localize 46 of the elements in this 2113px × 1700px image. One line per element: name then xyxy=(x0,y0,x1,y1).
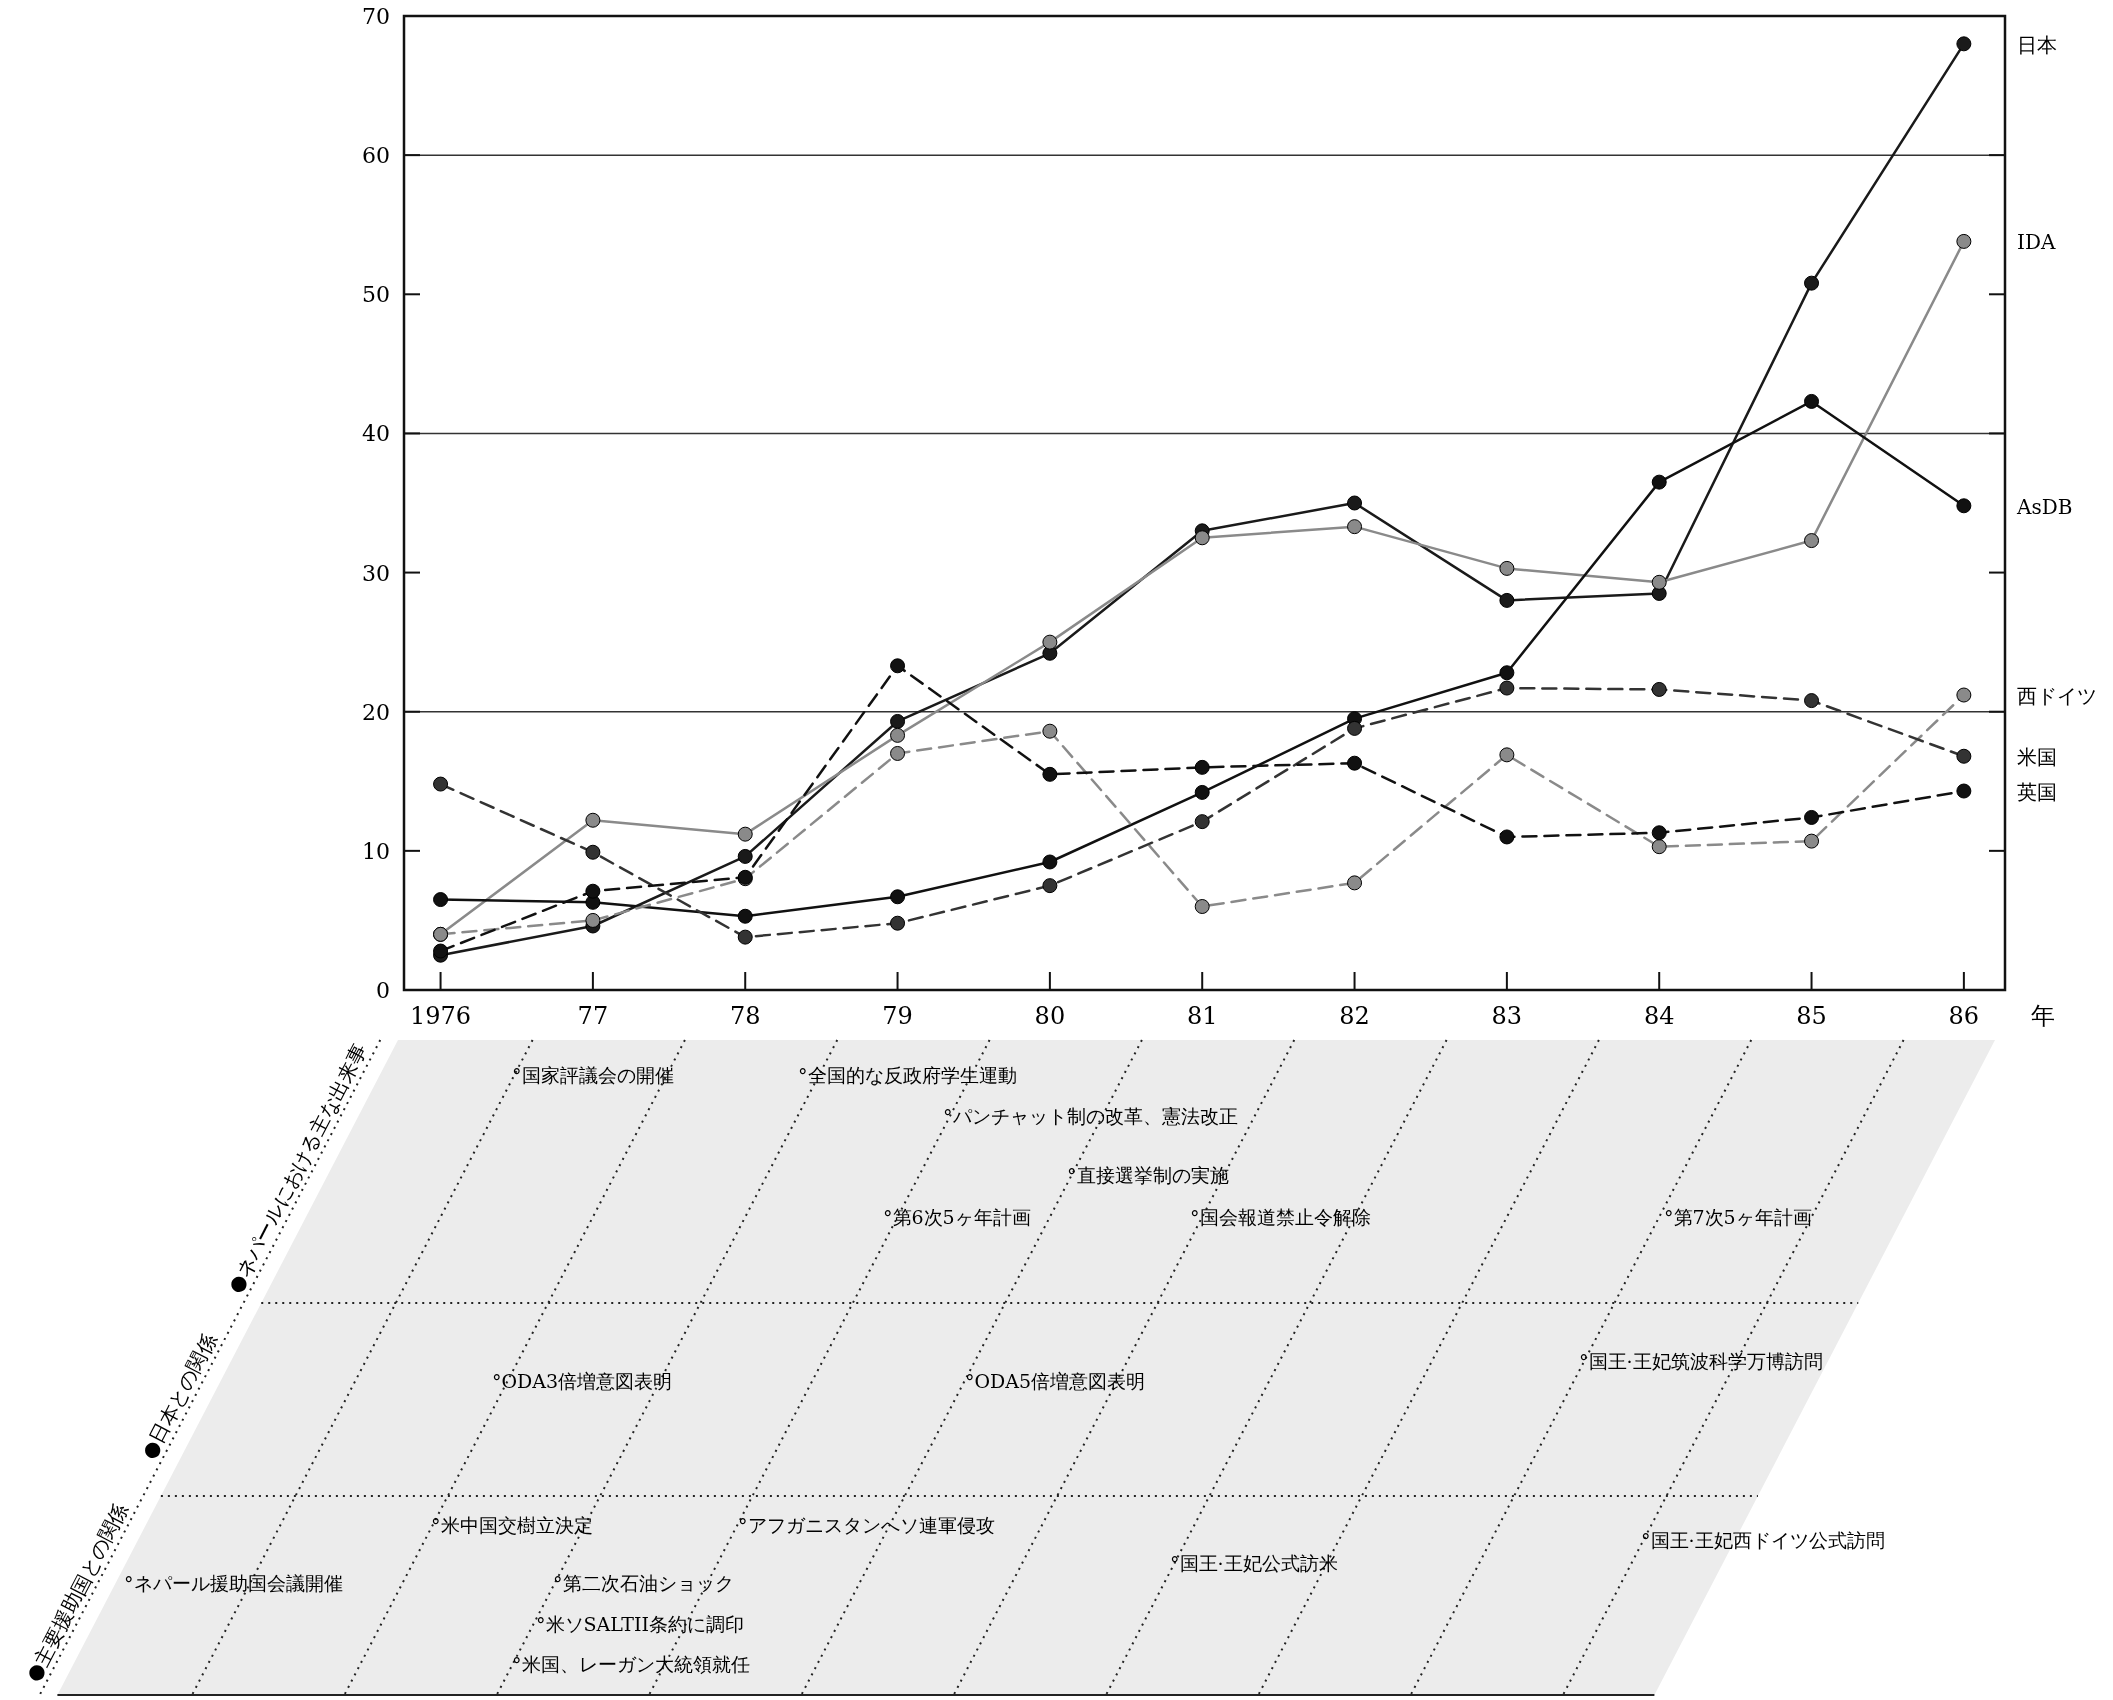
y-tick-label: 70 xyxy=(362,4,390,29)
x-tick-label: 84 xyxy=(1643,1002,1675,1030)
x-tick-label: 82 xyxy=(1339,1002,1370,1030)
text: °国家評議会の開催 xyxy=(512,1064,674,1086)
x-axis-title: 年 xyxy=(2031,1002,2055,1030)
x-tick-label: 77 xyxy=(577,1002,609,1030)
text: °パンチャット制の改革、憲法改正 xyxy=(943,1105,1238,1127)
x-tick-label: 80 xyxy=(1034,1002,1066,1030)
y-tick-label: 10 xyxy=(362,838,390,864)
text: °ODA3倍増意図表明 xyxy=(492,1370,673,1392)
text: °全国的な反政府学生運動 xyxy=(798,1064,1017,1086)
text: °第6次5ヶ年計画 xyxy=(883,1206,1031,1228)
text: 日本 xyxy=(2017,32,2057,57)
x-tick-label: 79 xyxy=(882,1002,913,1030)
text: °アフガニスタンへソ連軍侵攻 xyxy=(738,1514,995,1536)
y-tick-label: 30 xyxy=(362,560,390,586)
y-tick-label: 20 xyxy=(362,699,390,725)
category-label: ●ネパールにおける主な出来事 xyxy=(222,1039,373,1297)
text: °第7次5ヶ年計画 xyxy=(1664,1206,1812,1228)
text: °米ソSALTII条約に調印 xyxy=(536,1613,744,1635)
text: °国王·王妃筑波科学万博訪問 xyxy=(1579,1350,1823,1372)
text: °国王·王妃公式訪米 xyxy=(1170,1552,1338,1574)
text: °ネパール援助国会議開催 xyxy=(124,1572,343,1594)
text: 英国 xyxy=(2017,780,2057,805)
x-tick-label: 86 xyxy=(1948,1002,1980,1030)
text: °国王·王妃西ドイツ公式訪問 xyxy=(1641,1529,1885,1551)
text: °直接選挙制の実施 xyxy=(1067,1164,1229,1186)
text: AsDB xyxy=(2016,494,2073,519)
x-tick-label: 1976 xyxy=(410,1002,472,1030)
text: 西ドイツ xyxy=(2017,684,2097,709)
text: °第二次石油ショック xyxy=(553,1572,734,1594)
x-tick-label: 85 xyxy=(1796,1002,1827,1030)
category-label: ●日本との関係 xyxy=(136,1329,222,1463)
text: °米国、レーガン大統領就任 xyxy=(512,1653,750,1675)
text: 米国 xyxy=(2017,745,2057,770)
y-tick-label: 40 xyxy=(362,421,390,447)
y-tick-label: 60 xyxy=(362,143,390,169)
text: °米中国交樹立決定 xyxy=(431,1514,593,1536)
text: IDA xyxy=(2017,230,2056,255)
x-tick-label: 78 xyxy=(729,1002,761,1030)
y-tick-label: 50 xyxy=(362,282,390,308)
x-tick-label: 81 xyxy=(1186,1002,1218,1030)
text: °国会報道禁止令解除 xyxy=(1190,1206,1371,1228)
y-tick-label: 0 xyxy=(376,978,390,1003)
x-tick-label: 83 xyxy=(1491,1002,1523,1030)
text: °ODA5倍増意図表明 xyxy=(965,1370,1146,1392)
